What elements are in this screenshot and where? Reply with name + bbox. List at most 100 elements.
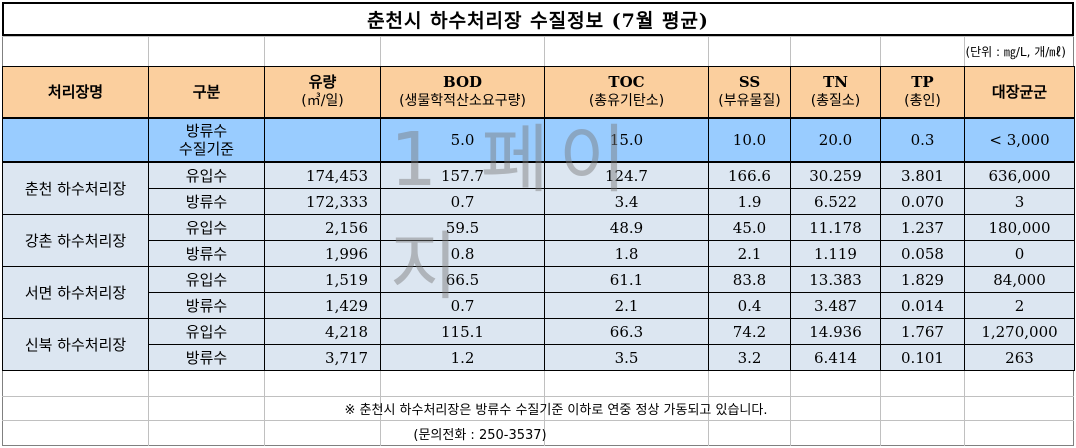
cell-tn: 3.487 <box>790 292 881 319</box>
grid-col-line <box>264 36 265 66</box>
cell-toc: 66.3 <box>544 318 709 345</box>
grid-col-line <box>544 370 545 446</box>
header-cell: TP (총인) <box>880 66 965 118</box>
header-main: 처리장명 <box>47 82 104 101</box>
cell-bod: 0.7 <box>380 292 545 319</box>
cell-toc: 3.5 <box>544 344 709 371</box>
cell-coliform: 84,000 <box>964 266 1075 293</box>
standard-empty-cell <box>2 118 149 162</box>
cell-toc: 1.8 <box>544 240 709 267</box>
header-sub: (총유기탄소) <box>588 93 665 109</box>
header-sub: (생물학적산소요구량) <box>399 93 526 109</box>
header-cell: 유량 (㎥/일) <box>264 66 381 118</box>
cell-flow: 1,519 <box>264 266 381 293</box>
cell-ss: 2.1 <box>708 240 791 267</box>
header-main: TOC <box>608 73 645 91</box>
cell-tn: 30.259 <box>790 162 881 189</box>
standard-tn: 20.0 <box>790 118 881 162</box>
cell-bod: 157.7 <box>380 162 545 189</box>
cell-tp: 1.237 <box>880 214 965 241</box>
grid-col-line <box>880 36 881 66</box>
header-cell: SS (부유물질) <box>708 66 791 118</box>
cell-coliform: 636,000 <box>964 162 1075 189</box>
cell-tn: 11.178 <box>790 214 881 241</box>
cell-flow: 172,333 <box>264 188 381 215</box>
cell-ss: 74.2 <box>708 318 791 345</box>
cell-toc: 124.7 <box>544 162 709 189</box>
row-kind: 방류수 <box>148 344 265 371</box>
cell-toc: 61.1 <box>544 266 709 293</box>
cell-tn: 14.936 <box>790 318 881 345</box>
cell-bod: 115.1 <box>380 318 545 345</box>
header-main: 유량 <box>308 73 337 91</box>
standard-label-line: 방류수 <box>185 122 228 140</box>
grid-col-line <box>380 36 381 66</box>
cell-coliform: 0 <box>964 240 1075 267</box>
cell-bod: 0.7 <box>380 188 545 215</box>
header-cell: BOD (생물학적산소요구량) <box>380 66 545 118</box>
cell-ss: 45.0 <box>708 214 791 241</box>
cell-coliform: 180,000 <box>964 214 1075 241</box>
cell-tp: 1.767 <box>880 318 965 345</box>
cell-bod: 66.5 <box>380 266 545 293</box>
grid-col-line <box>790 370 791 446</box>
standard-toc: 15.0 <box>544 118 709 162</box>
plant-name: 강촌 하수처리장 <box>2 214 149 267</box>
cell-tp: 0.070 <box>880 188 965 215</box>
cell-flow: 1,996 <box>264 240 381 267</box>
cell-coliform: 263 <box>964 344 1075 371</box>
standard-label-line: 수질기준 <box>178 140 235 158</box>
header-sub: (㎥/일) <box>301 93 344 109</box>
cell-toc: 2.1 <box>544 292 709 319</box>
grid-col-line <box>880 370 881 446</box>
cell-bod: 0.8 <box>380 240 545 267</box>
header-cell: 구분 <box>148 66 265 118</box>
grid-col-line <box>148 36 149 66</box>
cell-ss: 166.6 <box>708 162 791 189</box>
standard-bod: 5.0 <box>380 118 545 162</box>
row-kind: 유입수 <box>148 266 265 293</box>
header-cell: TOC (총유기탄소) <box>544 66 709 118</box>
standard-tp: 0.3 <box>880 118 965 162</box>
cell-tn: 6.522 <box>790 188 881 215</box>
standard-ss: 10.0 <box>708 118 791 162</box>
table-title: 춘천시 하수처리장 수질정보 (7월 평균) <box>2 2 1074 36</box>
grid-row-line <box>2 36 1074 37</box>
footnote: ※ 춘천시 하수처리장은 방류수 수질기준 이하로 연중 정상 가동되고 있습니… <box>344 402 768 418</box>
header-main: SS <box>738 73 761 91</box>
cell-coliform: 3 <box>964 188 1075 215</box>
cell-tp: 0.058 <box>880 240 965 267</box>
unit-note: (단위 : ㎎/L, 개/㎖) <box>965 44 1066 59</box>
grid-col-line <box>544 36 545 66</box>
row-kind: 방류수 <box>148 292 265 319</box>
header-cell: TN (총질소) <box>790 66 881 118</box>
row-kind: 유입수 <box>148 162 265 189</box>
grid-col-line <box>264 370 265 446</box>
grid-col-line <box>148 370 149 446</box>
cell-flow: 2,156 <box>264 214 381 241</box>
grid-col-line <box>380 370 381 446</box>
header-main: TP <box>911 73 934 91</box>
row-kind: 방류수 <box>148 240 265 267</box>
row-kind: 유입수 <box>148 318 265 345</box>
cell-toc: 3.4 <box>544 188 709 215</box>
grid-col-line <box>708 370 709 446</box>
row-kind: 유입수 <box>148 214 265 241</box>
grid-col-line <box>964 36 965 66</box>
cell-tn: 1.119 <box>790 240 881 267</box>
grid-col-line <box>708 36 709 66</box>
standard-coliform: < 3,000 <box>964 118 1075 162</box>
header-cell: 처리장명 <box>2 66 149 118</box>
cell-tp: 3.801 <box>880 162 965 189</box>
header-main: 구분 <box>192 82 221 101</box>
standard-flow <box>264 118 381 162</box>
plant-name: 춘천 하수처리장 <box>2 162 149 215</box>
header-sub: (총질소) <box>810 93 861 109</box>
cell-ss: 0.4 <box>708 292 791 319</box>
cell-bod: 1.2 <box>380 344 545 371</box>
header-sub: (총인) <box>904 93 941 109</box>
grid-row-line <box>2 396 1074 397</box>
cell-tn: 6.414 <box>790 344 881 371</box>
cell-bod: 59.5 <box>380 214 545 241</box>
